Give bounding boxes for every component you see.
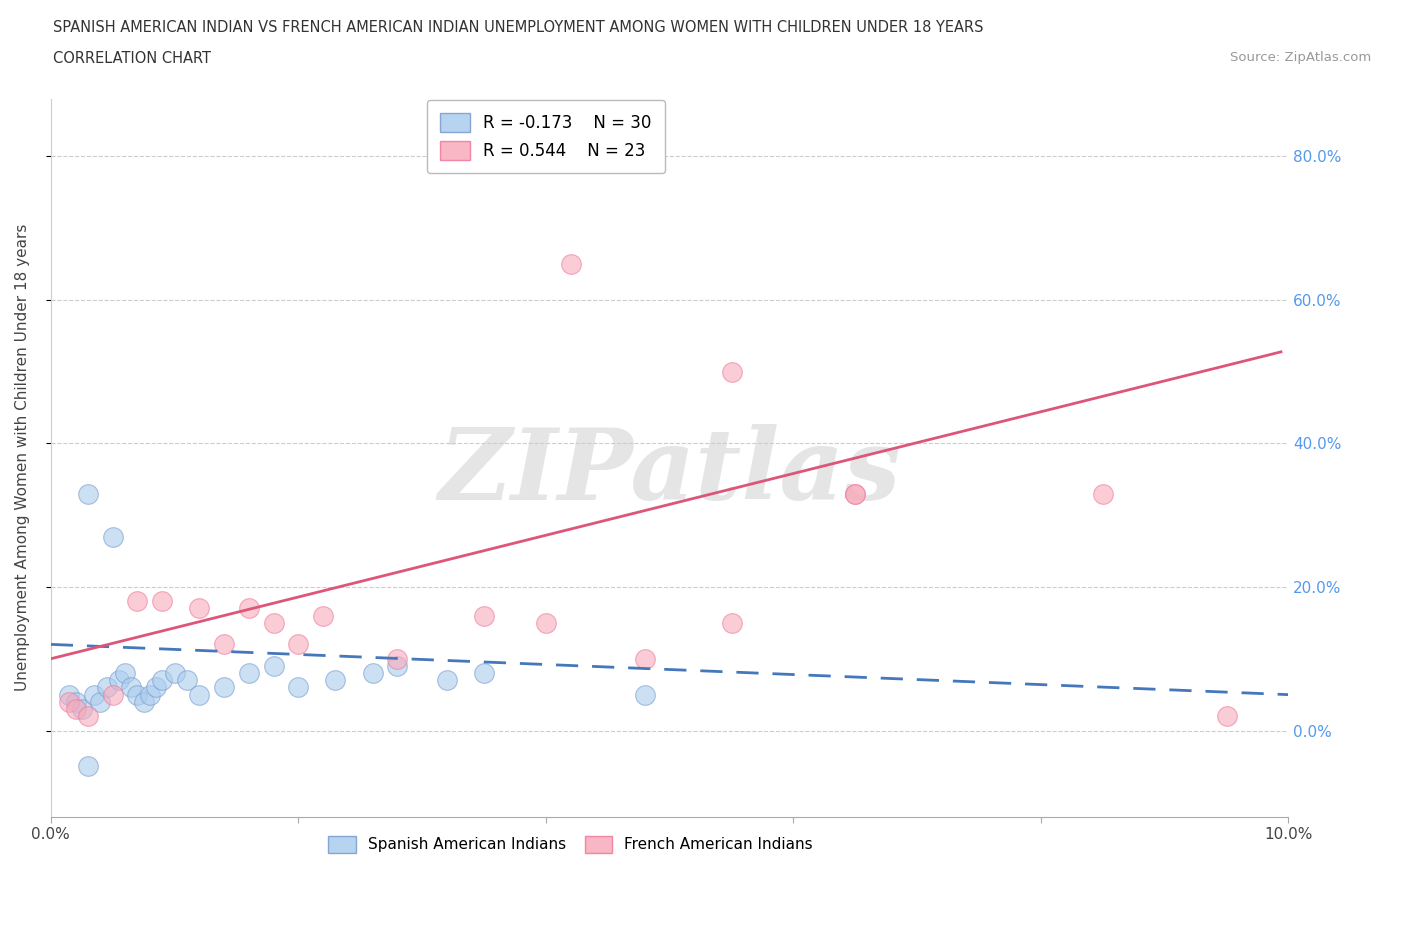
Point [560, 257, 582, 272]
Point [83, 687, 105, 702]
Point [263, 658, 285, 673]
Point [238, 601, 260, 616]
Point [212, 680, 235, 695]
Point [634, 687, 657, 702]
Point [263, 616, 285, 631]
Point [114, 666, 136, 681]
Point [472, 608, 495, 623]
Point [77, 486, 100, 501]
Point [720, 365, 742, 379]
Point [139, 687, 162, 702]
Point [436, 672, 458, 687]
Point [77, 759, 100, 774]
Point [108, 672, 131, 687]
Point [844, 486, 866, 501]
Point [145, 680, 167, 695]
Point [70, 701, 93, 716]
Text: ZIPatlas: ZIPatlas [439, 424, 901, 520]
Point [325, 672, 347, 687]
Point [101, 529, 124, 544]
Text: CORRELATION CHART: CORRELATION CHART [53, 51, 211, 66]
Point [472, 666, 495, 681]
Point [127, 687, 149, 702]
Point [150, 672, 173, 687]
Point [238, 666, 260, 681]
Point [287, 680, 309, 695]
Point [77, 709, 100, 724]
Point [58, 695, 80, 710]
Point [287, 637, 309, 652]
Point [132, 695, 155, 710]
Point [634, 651, 657, 666]
Point [58, 687, 80, 702]
Point [361, 666, 384, 681]
Point [163, 666, 186, 681]
Text: SPANISH AMERICAN INDIAN VS FRENCH AMERICAN INDIAN UNEMPLOYMENT AMONG WOMEN WITH : SPANISH AMERICAN INDIAN VS FRENCH AMERIC… [53, 20, 984, 35]
Point [1215, 709, 1237, 724]
Point [188, 687, 211, 702]
Point [387, 651, 409, 666]
Text: Source: ZipAtlas.com: Source: ZipAtlas.com [1230, 51, 1371, 64]
Point [150, 594, 173, 609]
Y-axis label: Unemployment Among Women with Children Under 18 years: Unemployment Among Women with Children U… [15, 224, 30, 691]
Point [534, 616, 557, 631]
Point [176, 672, 198, 687]
Point [65, 701, 87, 716]
Point [65, 695, 87, 710]
Point [212, 637, 235, 652]
Legend: Spanish American Indians, French American Indians: Spanish American Indians, French America… [322, 830, 820, 859]
Point [89, 695, 111, 710]
Point [120, 680, 142, 695]
Point [127, 594, 149, 609]
Point [101, 687, 124, 702]
Point [844, 486, 866, 501]
Point [312, 608, 335, 623]
Point [188, 601, 211, 616]
Point [96, 680, 118, 695]
Point [720, 616, 742, 631]
Point [1091, 486, 1114, 501]
Point [387, 658, 409, 673]
